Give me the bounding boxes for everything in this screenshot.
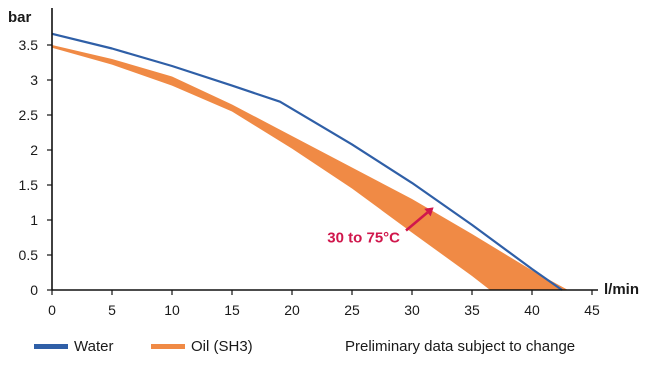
water-line-layer bbox=[51, 32, 563, 291]
legend-label-water: Water bbox=[74, 338, 114, 355]
y-tick-label: 0.5 bbox=[19, 247, 39, 263]
annotation-layer: 30 to 75°C bbox=[327, 207, 434, 247]
x-tick-label: 0 bbox=[48, 302, 56, 318]
y-tick-label: 2 bbox=[30, 142, 38, 158]
x-tick-label: 35 bbox=[464, 302, 480, 318]
x-tick-label: 5 bbox=[108, 302, 116, 318]
x-tick-label: 20 bbox=[284, 302, 300, 318]
legend: Water Oil (SH3) Preliminary data subject… bbox=[0, 338, 647, 360]
legend-swatch-water bbox=[34, 344, 68, 349]
y-tick-label: 3 bbox=[30, 72, 38, 88]
preliminary-note: Preliminary data subject to change bbox=[345, 338, 576, 355]
y-axis-title: bar bbox=[8, 9, 32, 26]
x-axis-title: l/min bbox=[604, 281, 639, 298]
legend-item-oil: Oil (SH3) bbox=[151, 338, 253, 355]
annotation-label: 30 to 75°C bbox=[327, 230, 400, 247]
legend-label-oil: Oil (SH3) bbox=[191, 338, 253, 355]
y-tick-label: 1.5 bbox=[19, 177, 39, 193]
annotation-arrow-head bbox=[424, 207, 434, 217]
annotation-arrow-shaft bbox=[405, 211, 429, 232]
y-tick-label: 1 bbox=[30, 212, 38, 228]
oil-band-layer bbox=[52, 45, 568, 290]
y-tick-label: 3.5 bbox=[19, 37, 39, 53]
y-tick-label: 2.5 bbox=[19, 107, 39, 123]
x-tick-label: 10 bbox=[164, 302, 180, 318]
axes: 0 0.5 1 1.5 2 2.5 3 3.5 0 5 10 15 20 25 30 35 40 45 bar l/m… bbox=[8, 8, 639, 318]
x-tick-label: 40 bbox=[524, 302, 540, 318]
water-line bbox=[51, 32, 563, 291]
legend-item-water: Water bbox=[34, 338, 113, 355]
oil-band bbox=[52, 45, 568, 290]
x-tick-label: 25 bbox=[344, 302, 360, 318]
x-tick-label: 15 bbox=[224, 302, 240, 318]
pressure-flow-chart: 0 0.5 1 1.5 2 2.5 3 3.5 0 5 10 15 20 25 30 35 40 45 bar l/m… bbox=[8, 8, 639, 318]
x-tick-label: 30 bbox=[404, 302, 420, 318]
x-tick-label: 45 bbox=[584, 302, 600, 318]
legend-swatch-oil bbox=[151, 344, 185, 349]
y-tick-label: 0 bbox=[30, 282, 38, 298]
